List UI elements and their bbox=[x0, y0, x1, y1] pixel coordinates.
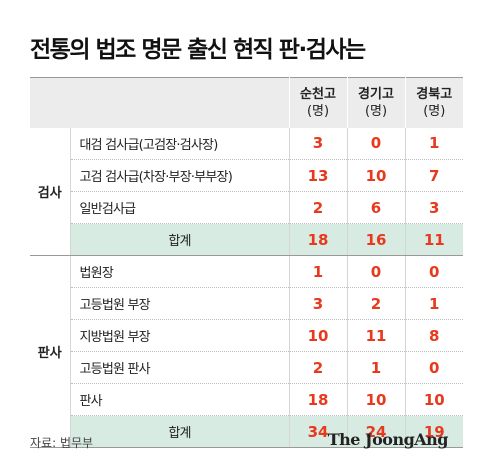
cell-value: 0 bbox=[346, 127, 405, 160]
table-row: 고등법원 판사 2 1 0 bbox=[30, 351, 463, 384]
cell-value: 0 bbox=[346, 255, 405, 288]
table-row: 일반검사급 2 6 3 bbox=[30, 191, 463, 224]
cell-value: 1 bbox=[346, 351, 405, 384]
column-header: 순천고 (명) bbox=[288, 77, 347, 128]
table-row: 검사 대검 검사급(고검장·검사장) 3 0 1 bbox=[30, 127, 463, 256]
row-label: 법원장 bbox=[70, 255, 289, 288]
column-header: 경기고 (명) bbox=[346, 77, 405, 128]
group-label-prosecutors: 검사 bbox=[30, 127, 71, 256]
page-title: 전통의 법조 명문 출신 현직 판·검사는 bbox=[30, 37, 366, 63]
table-row: 고등법원 부장 3 2 1 bbox=[30, 287, 463, 320]
group-label-judges: 판사 bbox=[30, 255, 71, 448]
cell-value: 10 bbox=[404, 383, 463, 416]
total-value: 34 bbox=[288, 415, 347, 448]
total-row: 합계 34 24 19 bbox=[30, 415, 463, 448]
total-label: 합계 bbox=[70, 415, 289, 448]
column-name: 경기고 bbox=[358, 86, 394, 102]
row-label: 고등법원 부장 bbox=[70, 287, 289, 320]
cell-value: 1 bbox=[288, 255, 347, 288]
row-label: 일반검사급 bbox=[70, 191, 289, 224]
source-note: 자료: 법무부 bbox=[30, 436, 94, 450]
cell-value: 8 bbox=[404, 319, 463, 352]
row-label: 고검 검사급(차장·부장·부부장) bbox=[70, 159, 289, 192]
column-name: 순천고 bbox=[300, 86, 336, 102]
column-name: 경북고 bbox=[416, 86, 453, 102]
cell-value: 10 bbox=[288, 319, 347, 352]
cell-value: 0 bbox=[404, 351, 463, 384]
cell-value: 2 bbox=[288, 191, 347, 224]
cell-value: 7 bbox=[404, 159, 463, 192]
cell-value: 1 bbox=[404, 127, 463, 160]
table-row: 고검 검사급(차장·부장·부부장) 13 10 7 bbox=[30, 159, 463, 192]
cell-value: 1 bbox=[404, 287, 463, 320]
column-unit: (명) bbox=[306, 103, 330, 119]
cell-value: 3 bbox=[288, 287, 347, 320]
row-label: 대검 검사급(고검장·검사장) bbox=[70, 127, 289, 160]
row-label: 판사 bbox=[70, 383, 289, 416]
total-value: 24 bbox=[346, 415, 405, 448]
table-row: 지방법원 부장 10 11 8 bbox=[30, 319, 463, 352]
publisher-logo: The JoongAng bbox=[327, 430, 449, 449]
total-label: 합계 bbox=[70, 223, 289, 256]
cell-value: 2 bbox=[346, 287, 405, 320]
table-row: 판사 18 10 10 bbox=[30, 383, 463, 416]
total-value: 11 bbox=[404, 223, 463, 256]
column-unit: (명) bbox=[423, 103, 446, 119]
data-table: 순천고 (명) 경기고 (명) 경북고 (명) 검사 대검 검사급(고검장·검사… bbox=[30, 77, 463, 448]
header-blank bbox=[30, 77, 289, 128]
total-value: 19 bbox=[404, 415, 463, 448]
cell-value: 0 bbox=[404, 255, 463, 288]
row-label: 고등법원 판사 bbox=[70, 351, 289, 384]
cell-value: 3 bbox=[404, 191, 463, 224]
cell-value: 2 bbox=[288, 351, 347, 384]
column-header: 경북고 (명) bbox=[404, 77, 463, 128]
cell-value: 6 bbox=[346, 191, 405, 224]
cell-value: 13 bbox=[288, 159, 347, 192]
total-value: 16 bbox=[346, 223, 405, 256]
table-row: 판사 법원장 1 0 0 bbox=[30, 255, 463, 448]
cell-value: 10 bbox=[346, 159, 405, 192]
column-unit: (명) bbox=[364, 103, 388, 119]
table-header-row: 순천고 (명) 경기고 (명) 경북고 (명) bbox=[30, 77, 463, 128]
total-value: 18 bbox=[288, 223, 347, 256]
cell-value: 10 bbox=[346, 383, 405, 416]
row-label: 지방법원 부장 bbox=[70, 319, 289, 352]
cell-value: 11 bbox=[346, 319, 405, 352]
cell-value: 18 bbox=[288, 383, 347, 416]
total-row: 합계 18 16 11 bbox=[30, 223, 463, 256]
cell-value: 3 bbox=[288, 127, 347, 160]
